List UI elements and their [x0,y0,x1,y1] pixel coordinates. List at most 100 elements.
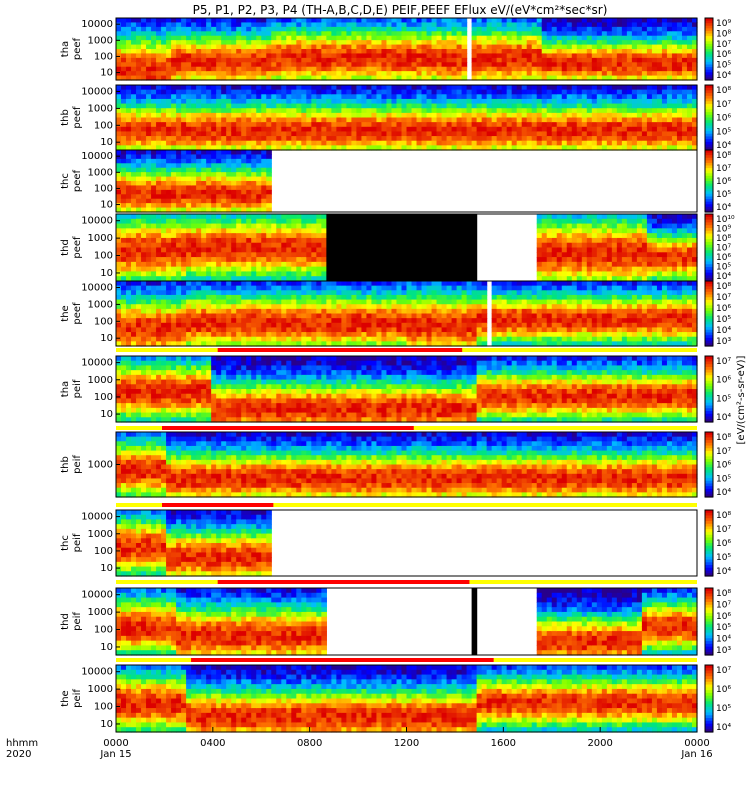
spectrogram-cell [201,136,207,142]
spectrogram-cell [641,117,648,123]
spectrogram-cell [156,150,162,156]
spectrogram-cell [591,126,598,133]
spectrogram-cell [206,122,212,128]
spectrogram-cell [396,131,403,137]
spectrogram-cell [351,85,358,91]
spectrogram-cell [561,62,568,68]
spectrogram-cell [206,233,212,239]
spectrogram-cell [281,228,287,234]
spectrogram-cell [131,185,137,191]
spectrogram-cell [221,207,227,213]
spectrogram-cell [141,103,147,109]
panel-ylabel: peef [72,236,83,259]
spectrogram-cell [281,53,287,59]
spectrogram-cell [241,89,247,95]
spectrogram-cell [396,40,403,46]
spectrogram-cell [171,131,177,137]
spectrogram-cell [651,122,658,128]
spectrogram-cell [321,117,327,123]
spectrogram-cell [221,26,227,32]
spectrogram-cell [521,66,528,72]
spectrogram-cell [346,140,353,146]
spectrogram-cell [646,112,653,119]
spectrogram-cell [291,233,297,239]
spectrogram-cell [271,89,277,95]
colorbar-step [705,51,713,55]
spectrogram-cell [566,214,573,220]
spectrogram-cell [601,257,608,263]
spectrogram-cell [381,75,388,81]
spectrogram-cell [121,131,127,137]
spectrogram-cell [256,176,262,182]
spectrogram-cell [266,57,272,63]
spectrogram-cell [171,75,177,81]
spectrogram-cell [641,131,648,137]
spectrogram-cell [406,40,413,46]
spectrogram-cell [591,75,598,81]
spectrogram-cell [491,140,498,146]
spectrogram-cell [136,57,142,63]
spectrogram-cell [396,35,403,41]
spectrogram-cell [311,271,317,277]
spectrogram-cell [361,44,368,50]
spectrogram-cell [316,75,322,81]
spectrogram-cell [231,22,237,28]
spectrogram-cell [691,140,698,146]
spectrogram-cell [191,247,197,253]
spectrogram-cell [136,266,142,273]
spectrogram-cell [226,276,232,282]
spectrogram-cell [356,53,363,59]
spectrogram-cell [481,53,488,59]
spectrogram-cell [486,31,493,37]
spectrogram-cell [596,237,603,244]
spectrogram-cell [211,172,217,178]
spectrogram-cell [126,257,132,263]
spectrogram-cell [116,35,122,41]
spectrogram-cell [156,31,162,37]
spectrogram-cell [231,203,237,209]
spectrogram-cell [126,140,132,146]
spectrogram-cell [506,62,513,68]
y-tick-label: 10000 [81,19,113,30]
spectrogram-cell [661,75,668,81]
spectrogram-cell [126,163,132,169]
spectrogram-cell [506,18,513,24]
spectrogram-cell [576,89,583,95]
spectrogram-cell [571,276,578,282]
spectrogram-cell [231,261,237,268]
spectrogram-cell [166,71,172,77]
spectrogram-cell [176,271,182,277]
spectrogram-cell [416,40,423,46]
spectrogram-cell [311,117,317,123]
spectrogram-cell [636,136,643,142]
spectrogram-cell [116,112,122,119]
spectrogram-cell [301,31,307,37]
spectrogram-cell [376,44,383,50]
spectrogram-cell [551,266,558,273]
spectrogram-cell [256,103,262,109]
spectrogram-cell [666,22,673,28]
colorbar-step [705,150,713,154]
spectrogram-cell [551,218,558,225]
spectrogram-cell [676,223,683,229]
spectrogram-cell [611,117,618,123]
spectrogram-cell [376,18,383,24]
spectrogram-cell [326,75,332,81]
spectrogram-cell [161,66,167,72]
spectrogram-cell [131,85,137,91]
spectrogram-cell [116,75,122,81]
spectrogram-cell [626,85,633,91]
spectrogram-cell [651,31,658,37]
spectrogram-cell [321,44,327,50]
spectrogram-cell [301,140,307,146]
spectrogram-cell [161,163,167,169]
spectrogram-cell [436,22,443,28]
spectrogram-cell [691,136,698,142]
spectrogram-cell [576,266,583,273]
spectrogram-cell [621,214,628,220]
spectrogram-cell [676,266,683,273]
spectrogram-cell [561,18,568,24]
spectrogram-cell [206,181,212,187]
spectrogram-cell [261,276,267,282]
spectrogram-cell [436,112,443,119]
